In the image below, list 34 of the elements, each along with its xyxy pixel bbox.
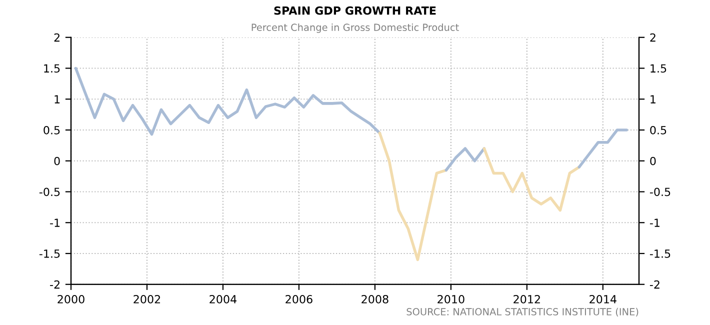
x-tick-label: 2004 [210,294,236,304]
y-tick-label: 1.5 [44,64,60,73]
y-tick-label: 2 [54,33,60,42]
x-tick-label: 2010 [438,294,464,304]
line-series [482,147,581,212]
x-tick-label: 2000 [58,294,84,304]
y-tick-label: -1 [50,218,60,227]
y2-tick-label: -1.5 [650,250,670,258]
line-series [378,132,448,262]
chart-title: SPAIN GDP GROWTH RATE [274,6,436,15]
x-tick-label: 2012 [514,294,540,304]
y-tick-label: 0.5 [44,126,60,134]
y2-tick-label: -2 [650,280,660,289]
y2-tick-label: 1.5 [650,64,666,73]
line-series [74,66,382,136]
y-tick-label: 0 [54,156,60,166]
y2-tick-label: 2 [650,33,656,42]
y-tick-label: -1.5 [39,250,60,258]
y2-tick-label: 1 [650,95,656,104]
x-tick-label: 2002 [134,294,160,304]
y2-tick-label: 0 [650,156,656,166]
y2-tick-label: -0.5 [650,188,670,196]
source-note: SOURCE: NATIONAL STATISTICS INSTITUTE (INE) [406,308,638,317]
x-tick-label: 2008 [362,294,388,304]
y-tick-label: 1 [54,95,60,104]
x-tick-label: 2006 [286,294,312,304]
line-series [444,147,486,172]
chart-subtitle: Percent Change in Gross Domestic Product [252,23,459,33]
x-tick-label: 2014 [590,294,616,304]
y-tick-label: -0.5 [39,188,60,196]
y-tick-label: -2 [50,280,60,289]
y2-tick-label: -1 [650,218,660,227]
line-series [578,128,628,168]
y2-tick-label: 0.5 [650,126,666,134]
